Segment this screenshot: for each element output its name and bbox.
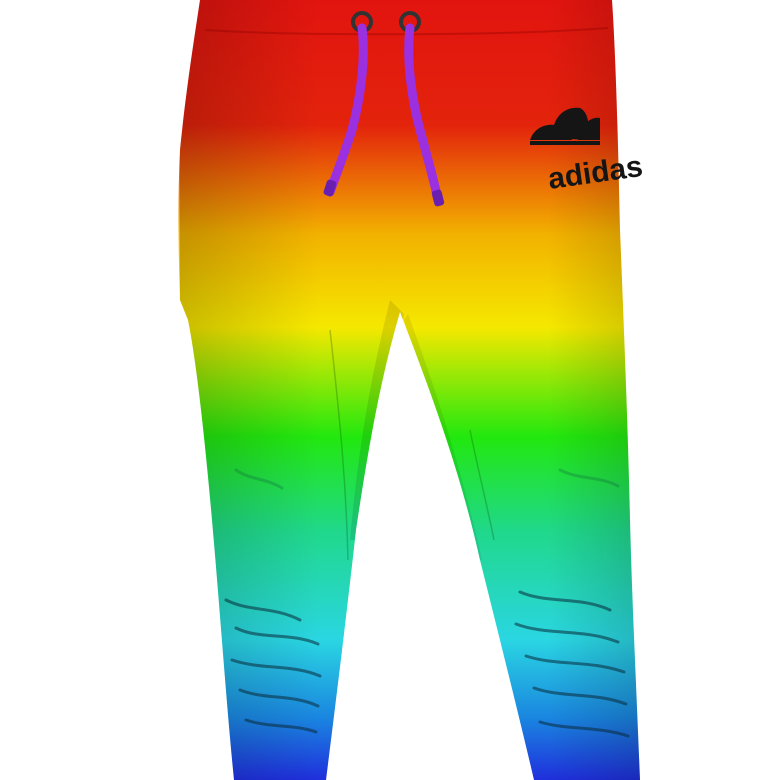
trefoil-logo-icon — [530, 107, 600, 145]
right-aglet — [431, 189, 445, 207]
cuff-wrinkles — [224, 468, 630, 738]
left-aglet — [323, 179, 337, 197]
drawstrings — [323, 11, 445, 207]
right-drawstring — [404, 23, 443, 205]
brand-logo: adidas — [530, 107, 645, 196]
left-drawstring — [325, 23, 368, 197]
